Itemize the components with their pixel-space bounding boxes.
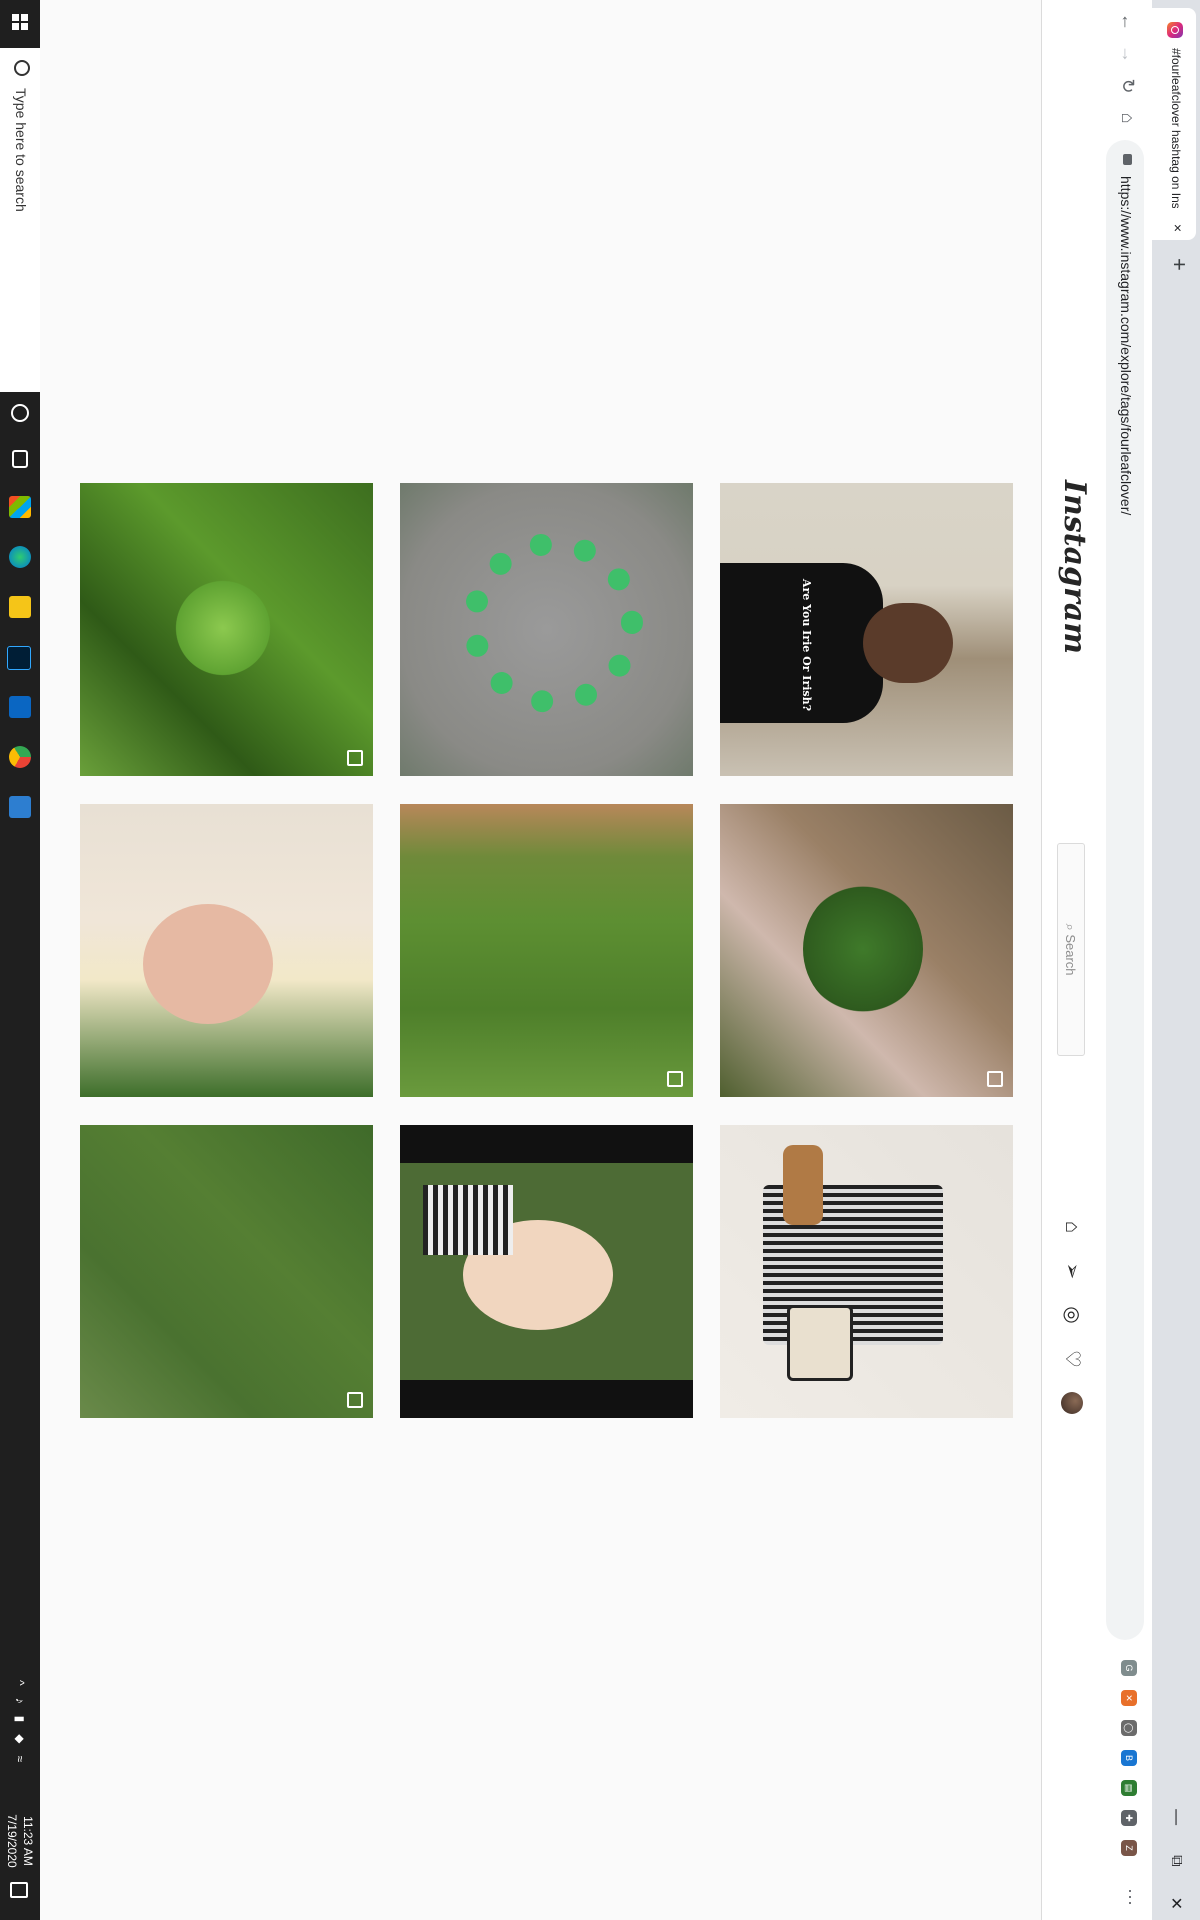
post-tile[interactable] bbox=[720, 1125, 1013, 1418]
browser-tab[interactable]: #fourleafclover hashtag on Insta × bbox=[1152, 8, 1196, 240]
bracelet-graphic bbox=[463, 533, 643, 713]
lock-icon bbox=[1123, 154, 1132, 165]
ext-gray-icon[interactable]: ◯ bbox=[1121, 1720, 1137, 1736]
ext-puzzle-icon[interactable]: ✚ bbox=[1121, 1810, 1137, 1826]
date-text: 7/19/2020 bbox=[5, 1814, 19, 1868]
handbag-graphic bbox=[787, 1305, 853, 1381]
search-input[interactable]: ⌕ Search bbox=[1057, 843, 1085, 1056]
ext-green-icon[interactable]: ▤ bbox=[1121, 1780, 1137, 1796]
network-icon[interactable]: ≈ bbox=[13, 1755, 27, 1763]
post-tile[interactable] bbox=[80, 804, 373, 1097]
system-tray: ^ ♪ ▮ ◆ ≈ bbox=[0, 1680, 40, 1762]
close-window-button[interactable]: ✕ bbox=[1167, 1896, 1184, 1910]
more-menu-icon[interactable]: ⋯ bbox=[1120, 1888, 1140, 1906]
forward-icon[interactable]: → bbox=[1118, 45, 1138, 63]
file-explorer-icon[interactable] bbox=[9, 596, 31, 618]
task-view-icon[interactable] bbox=[12, 450, 28, 468]
minimize-button[interactable]: — bbox=[1168, 1809, 1185, 1826]
ext-orange-icon[interactable]: ✕ bbox=[1121, 1690, 1137, 1706]
restore-button[interactable]: ⧉ bbox=[1168, 1855, 1185, 1867]
window-controls: — ⧉ ✕ bbox=[1152, 1809, 1200, 1910]
photo-grid: Are You Irie Or Irish? bbox=[0, 483, 1042, 1483]
browser-toolbar: ← → ↻ ⌂ https://www.instagram.com/explor… bbox=[1095, 0, 1152, 1920]
home-icon[interactable]: ⌂ bbox=[1061, 1220, 1083, 1234]
multiple-photos-icon bbox=[987, 1071, 1003, 1087]
clover-graphic bbox=[803, 884, 923, 1014]
post-tile[interactable] bbox=[80, 1125, 373, 1418]
face-graphic bbox=[143, 904, 273, 1024]
clover-graphic bbox=[168, 573, 278, 683]
photoshop-icon[interactable] bbox=[7, 646, 31, 670]
edge-icon[interactable] bbox=[9, 546, 31, 568]
url-text: https://www.instagram.com/explore/tags/f… bbox=[1118, 176, 1134, 516]
reload-icon[interactable]: ↻ bbox=[1118, 78, 1138, 94]
explore-icon[interactable]: ◎ bbox=[1061, 1306, 1083, 1324]
back-icon[interactable]: ← bbox=[1118, 13, 1138, 31]
search-icon: ⌕ bbox=[1063, 923, 1078, 935]
post-tile[interactable] bbox=[720, 804, 1013, 1097]
time-text: 11:23 AM bbox=[21, 1816, 35, 1866]
search-placeholder: Search bbox=[1063, 934, 1078, 976]
shoes-graphic bbox=[783, 1145, 823, 1225]
direct-message-icon[interactable]: ➢ bbox=[1061, 1262, 1083, 1280]
ext-blue-icon[interactable]: B bbox=[1121, 1750, 1137, 1766]
ext-g-icon[interactable]: G bbox=[1121, 1660, 1137, 1676]
post-tile[interactable] bbox=[400, 804, 693, 1097]
multiple-photos-icon bbox=[667, 1071, 683, 1087]
app-icon[interactable] bbox=[9, 696, 31, 718]
instagram-header: Instagram ⌕ Search ⌂ ➢ ◎ ♡ bbox=[1041, 0, 1096, 1920]
search-icon bbox=[14, 60, 30, 76]
face-graphic bbox=[863, 603, 953, 683]
chevron-up-icon[interactable]: ^ bbox=[13, 1680, 27, 1686]
clock[interactable]: 11:23 AM 7/19/2020 bbox=[4, 1806, 36, 1876]
instagram-logo[interactable]: Instagram bbox=[1057, 480, 1092, 654]
new-tab-button[interactable]: + bbox=[1167, 258, 1192, 271]
striped-shirt-graphic bbox=[423, 1185, 513, 1255]
taskbar-search-placeholder: Type here to search bbox=[13, 88, 29, 212]
browser-tab-bar: #fourleafclover hashtag on Insta × + — ⧉… bbox=[1152, 0, 1200, 1920]
store-icon[interactable] bbox=[9, 496, 31, 518]
instagram-favicon-icon bbox=[1167, 22, 1183, 38]
multiple-photos-icon bbox=[347, 1392, 363, 1408]
post-tile[interactable] bbox=[400, 483, 693, 776]
settings-app-icon[interactable] bbox=[9, 796, 31, 818]
taskbar-search-input[interactable]: Type here to search bbox=[0, 48, 40, 392]
post-tile[interactable]: Are You Irie Or Irish? bbox=[720, 483, 1013, 776]
home-icon[interactable]: ⌂ bbox=[1118, 112, 1138, 124]
address-bar[interactable]: https://www.instagram.com/explore/tags/f… bbox=[1106, 140, 1144, 1640]
post-tile[interactable] bbox=[400, 1125, 693, 1418]
dropbox-icon[interactable]: ◆ bbox=[13, 1734, 27, 1744]
chrome-icon[interactable] bbox=[9, 746, 31, 768]
extensions-bar: G ✕ ◯ B ▤ ✚ Z bbox=[1121, 1660, 1137, 1856]
speaker-icon[interactable]: ♪ bbox=[13, 1697, 27, 1704]
windows-start-icon[interactable] bbox=[12, 14, 28, 30]
post-tile[interactable] bbox=[80, 483, 373, 776]
multiple-photos-icon bbox=[347, 750, 363, 766]
notification-icon[interactable] bbox=[10, 1882, 28, 1898]
tab-title: #fourleafclover hashtag on Insta bbox=[1169, 48, 1183, 208]
ext-profile-icon[interactable]: Z bbox=[1121, 1840, 1137, 1856]
taskbar: Type here to search ^ ♪ ▮ ◆ ≈ 11:23 AM 7… bbox=[0, 0, 40, 1920]
battery-icon[interactable]: ▮ bbox=[13, 1715, 27, 1723]
tab-close-icon[interactable]: × bbox=[1170, 223, 1186, 232]
cortana-icon[interactable] bbox=[11, 404, 29, 422]
heart-icon[interactable]: ♡ bbox=[1061, 1350, 1083, 1368]
avatar[interactable] bbox=[1061, 1392, 1083, 1414]
shirt-text: Are You Irie Or Irish? bbox=[800, 578, 813, 712]
instagram-nav: ⌂ ➢ ◎ ♡ bbox=[1061, 1216, 1083, 1414]
